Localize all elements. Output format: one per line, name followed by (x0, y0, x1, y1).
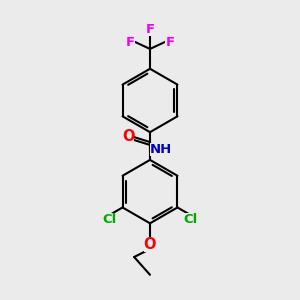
Text: Cl: Cl (103, 213, 117, 226)
Text: F: F (126, 35, 135, 49)
Text: F: F (146, 22, 154, 36)
Text: NH: NH (150, 142, 172, 155)
Text: O: O (144, 237, 156, 252)
Text: F: F (165, 35, 174, 49)
Text: Cl: Cl (183, 213, 197, 226)
Text: O: O (122, 129, 134, 144)
